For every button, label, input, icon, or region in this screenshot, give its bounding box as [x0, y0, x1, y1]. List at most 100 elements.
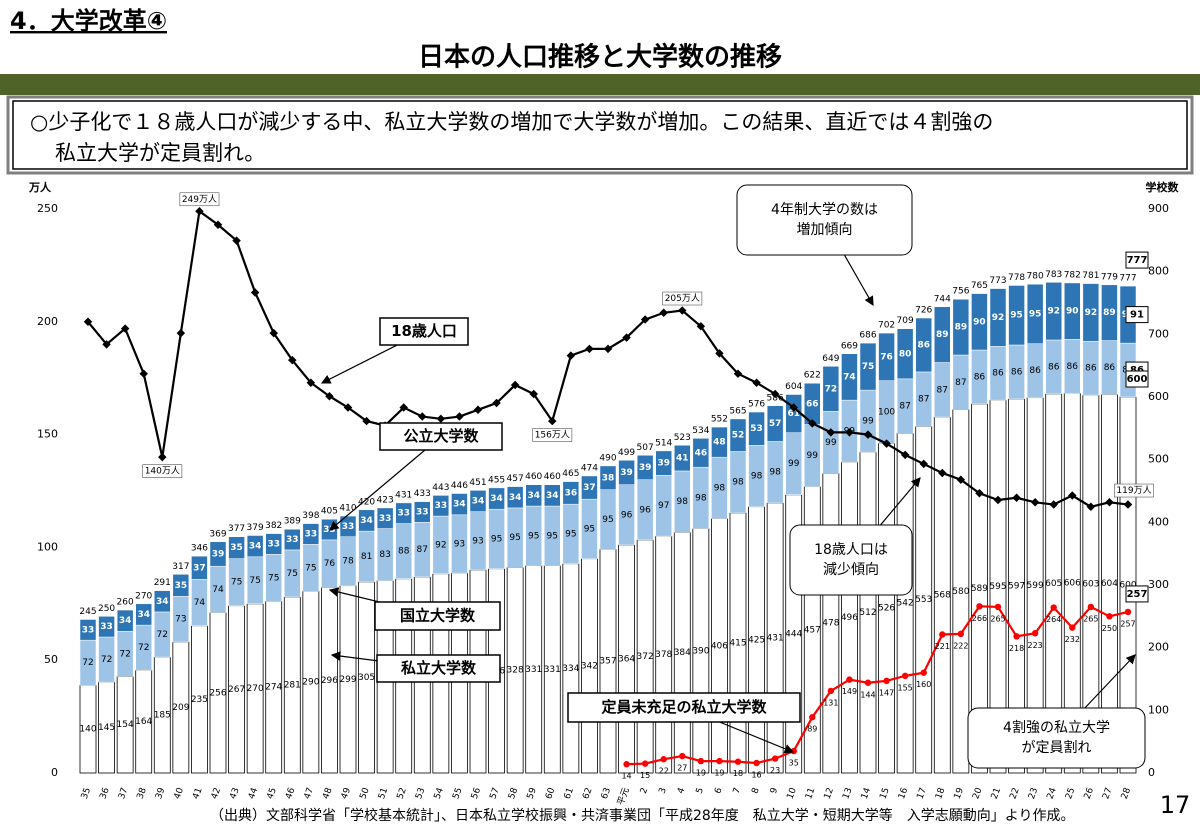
x-tick-label: 36: [98, 786, 111, 800]
bar-label: 145: [98, 723, 115, 733]
bar-label: 74: [194, 598, 206, 608]
bar-label: 74: [843, 372, 856, 382]
bar-label: 33: [379, 514, 392, 524]
marker: [1106, 613, 1113, 620]
bar-label: 76: [880, 352, 893, 362]
point-label: 218: [1009, 644, 1024, 653]
marker: [102, 340, 111, 349]
value-label-box: [662, 291, 703, 306]
marker: [919, 459, 928, 469]
marker: [325, 392, 334, 401]
summary-box-inner: [12, 100, 1188, 170]
marker: [139, 369, 148, 378]
total-label: 779: [1101, 272, 1118, 282]
bar-label: 96: [639, 505, 651, 515]
total-label: 649: [822, 354, 839, 364]
legend-label: 公立大学数: [403, 427, 479, 445]
bar-label: 33: [82, 625, 95, 635]
bar-label: 86: [974, 372, 986, 382]
x-tick-label: 45: [266, 786, 279, 800]
point-label: 15: [640, 771, 650, 780]
marker: [436, 414, 446, 424]
page-number: 17: [1160, 791, 1191, 819]
marker: [715, 349, 724, 358]
bar-segment: [376, 507, 394, 529]
bar-segment: [896, 328, 914, 380]
x-tick-label: 12: [823, 786, 836, 800]
bar-label: 72: [119, 649, 130, 659]
bar-segment: [729, 418, 747, 452]
bar-label: 95: [584, 524, 595, 534]
bar-label: 86: [992, 369, 1004, 379]
bar-segment: [766, 405, 784, 442]
bar-segment: [692, 438, 710, 468]
marker: [455, 412, 464, 421]
bar-segment: [339, 515, 357, 537]
marker: [734, 758, 742, 765]
marker: [343, 403, 353, 412]
bar-segment: [469, 490, 487, 512]
bar-label: 61: [787, 409, 800, 419]
marker: [864, 679, 872, 686]
total-label: 379: [247, 523, 264, 533]
bar-label: 597: [1008, 581, 1025, 591]
total-label: 460: [544, 472, 561, 482]
x-tick-label: 7: [732, 786, 743, 795]
point-label: 144: [860, 690, 875, 699]
bar-segment: [488, 487, 505, 510]
total-label: 369: [209, 529, 226, 539]
callout-box: [379, 317, 469, 346]
total-label: 744: [934, 294, 951, 304]
y-tick-label: 250: [37, 202, 58, 215]
bar-label: 299: [339, 675, 356, 685]
bar-label: 256: [209, 688, 226, 698]
bar-label: 72: [138, 643, 149, 653]
bar-label: 33: [286, 535, 299, 545]
annotation: 4割強の私立大学: [1003, 719, 1110, 736]
bar-label: 496: [841, 613, 858, 623]
marker: [622, 333, 631, 342]
marker: [994, 603, 1002, 611]
bar-segment: [246, 535, 264, 558]
x-tick-label: 21: [990, 786, 1003, 800]
marker: [939, 631, 946, 638]
bar-segment: [859, 342, 877, 391]
bar-label: 36: [565, 488, 578, 498]
bar-segment: [414, 501, 431, 523]
annotation: 増加傾向: [797, 222, 853, 238]
point-label: 160: [916, 680, 931, 689]
bar-segment: [451, 493, 468, 516]
marker: [845, 428, 854, 437]
bar-segment: [1082, 283, 1100, 342]
marker: [195, 207, 204, 216]
bar-label: 41: [676, 454, 689, 464]
x-tick-label: 23: [1027, 786, 1040, 800]
x-tick-label: 40: [173, 786, 186, 800]
marker: [603, 344, 613, 354]
bar-label: 342: [581, 661, 598, 671]
annotation: 減少傾向: [823, 561, 879, 578]
bar-segment: [525, 484, 542, 507]
marker: [250, 288, 260, 297]
x-tick-label: 17: [916, 786, 929, 800]
bar-label: 72: [157, 630, 168, 640]
y-tick-label: 50: [44, 653, 58, 666]
marker: [1105, 498, 1114, 507]
x-tick-label: 50: [358, 786, 371, 800]
bar-label: 57: [769, 419, 782, 429]
value-label-box: [142, 464, 183, 478]
bar-label: 86: [1048, 362, 1060, 372]
bar-segment: [116, 609, 134, 632]
bar-segment: [172, 574, 190, 597]
marker: [827, 687, 835, 695]
bar-segment: [358, 509, 375, 532]
bar-label: 87: [955, 378, 966, 388]
value-label: 205万人: [665, 293, 700, 304]
y2-tick-label: 100: [1148, 703, 1169, 716]
total-label: 781: [1082, 271, 1099, 281]
marker: [1049, 500, 1058, 509]
y2-tick-label: 500: [1148, 453, 1169, 466]
bar-segment: [135, 603, 152, 626]
bar-label: 606: [1064, 579, 1081, 589]
bar-label: 72: [82, 658, 93, 668]
